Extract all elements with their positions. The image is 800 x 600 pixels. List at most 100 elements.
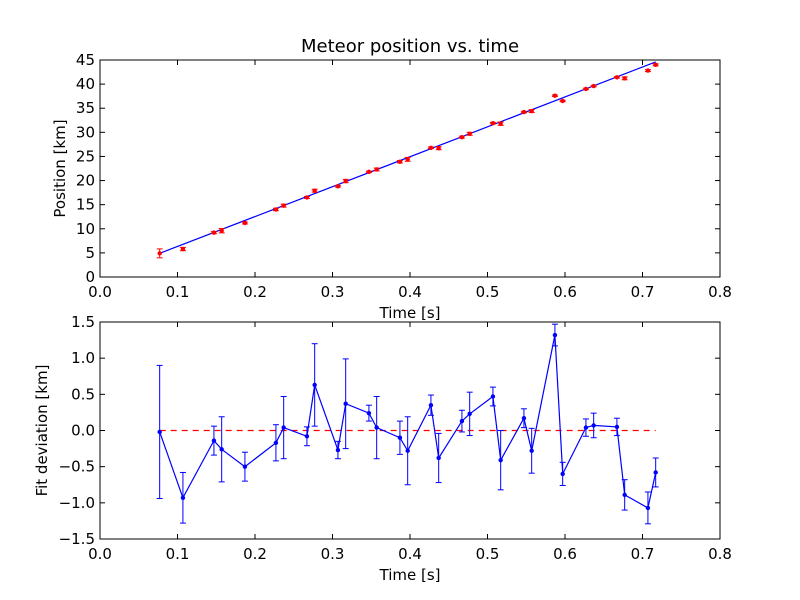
- deviation-plot-y-axis-label: Fit deviation [km]: [33, 365, 51, 497]
- deviation-plot-x-axis-label: Time [s]: [379, 566, 441, 584]
- deviation-plot-ticks: 0.0 0.1 0.2 0.3 0.4 0.5 0.6 0.7 0.8 −1.5 −1.0 −0.5 0…: [59, 313, 732, 563]
- position-plot-x-tick-label: 0.5: [476, 283, 500, 301]
- position-data-point: [312, 188, 317, 193]
- position-plot-y-tick-label: 40: [76, 75, 95, 93]
- deviation-data-point: [428, 402, 434, 408]
- position-plot-y-tick-label: 20: [76, 172, 95, 190]
- position-data-point: [157, 251, 162, 256]
- position-plot-y-tick-label: 25: [76, 147, 95, 165]
- position-plot-x-tick-label: 0.8: [708, 283, 732, 301]
- position-data-point: [343, 178, 348, 184]
- deviation-plot-y-tick-label: 0.0: [71, 422, 95, 440]
- position-data-point: [211, 230, 217, 235]
- position-plot-x-tick-label: 0.0: [88, 283, 112, 301]
- position-plot-y-tick-label: 15: [76, 196, 95, 214]
- position-plot-x-tick-label: 0.7: [631, 283, 655, 301]
- position-plot-y-tick-label: 30: [76, 123, 95, 141]
- deviation-data-point: [436, 455, 441, 461]
- deviation-plot-x-tick-label: 0.5: [476, 545, 500, 563]
- deviation-data-point: [490, 394, 496, 399]
- position-data-point: [583, 86, 589, 92]
- position-data-point: [397, 159, 403, 164]
- position-plot-frame: [99, 59, 721, 278]
- position-plot-data: [156, 61, 659, 259]
- deviation-plot-x-tick-label: 0.2: [243, 545, 267, 563]
- deviation-plot-data: [156, 323, 659, 525]
- deviation-data-point: [552, 332, 558, 338]
- position-data-point: [653, 62, 658, 68]
- position-data-point: [242, 220, 248, 226]
- position-data-point: [459, 134, 465, 140]
- deviation-data-point: [560, 471, 565, 477]
- deviation-plot-x-tick-label: 0.6: [553, 545, 577, 563]
- position-data-point: [180, 246, 186, 252]
- position-plot: Meteor position vs. time 0.0 0.1 0.2 0.3 0.4…: [51, 36, 732, 322]
- position-data-point: [552, 93, 558, 98]
- deviation-plot-y-tick-label: −0.5: [59, 458, 95, 476]
- position-plot-x-tick-label: 0.3: [321, 283, 345, 301]
- position-data-point: [645, 68, 651, 73]
- deviation-data-point: [211, 438, 217, 443]
- position-data-point: [591, 83, 596, 89]
- deviation-data-point: [312, 382, 317, 388]
- deviation-data-point: [405, 448, 410, 453]
- deviation-plot-x-tick-label: 0.8: [708, 545, 732, 563]
- deviation-data-point: [242, 464, 248, 469]
- deviation-data-point: [467, 411, 472, 417]
- deviation-data-point: [281, 425, 286, 430]
- deviation-plot-y-tick-label: 0.5: [71, 385, 95, 403]
- deviation-data-point: [343, 401, 348, 406]
- position-data-point: [529, 108, 534, 114]
- position-data-point: [436, 146, 441, 151]
- deviation-plot-x-tick-label: 0.3: [321, 545, 345, 563]
- deviation-data-point: [583, 425, 589, 430]
- deviation-data-point: [374, 425, 379, 430]
- deviation-plot-y-tick-label: −1.0: [59, 494, 95, 512]
- deviation-data-point: [622, 492, 627, 498]
- deviation-data-point: [397, 435, 403, 440]
- deviation-plot-y-tick-label: 1.5: [71, 313, 95, 331]
- position-plot-x-tick-label: 0.1: [166, 283, 190, 301]
- position-data-point: [273, 207, 279, 212]
- position-plot-y-tick-label: 10: [76, 220, 95, 238]
- position-data-point: [467, 131, 472, 136]
- deviation-data-point: [180, 495, 186, 500]
- deviation-data-point: [614, 424, 620, 430]
- position-plot-x-axis-label: Time [s]: [379, 304, 441, 322]
- deviation-data-point: [219, 447, 224, 452]
- position-plot-x-tick-label: 0.2: [243, 283, 267, 301]
- position-data-point: [281, 203, 286, 208]
- position-data-point: [304, 195, 310, 200]
- deviation-plot: 0.0 0.1 0.2 0.3 0.4 0.5 0.6 0.7 0.8 −1.5 −1.0 −0.5 0…: [33, 313, 732, 584]
- position-data-point: [490, 120, 496, 126]
- deviation-data-point: [273, 440, 279, 445]
- position-data-point: [560, 98, 565, 104]
- position-data-point: [335, 184, 341, 189]
- chart-title: Meteor position vs. time: [301, 36, 519, 57]
- position-data-point: [428, 145, 434, 150]
- position-data-point: [405, 157, 410, 162]
- position-data-point: [374, 167, 379, 172]
- deviation-data-point: [529, 448, 534, 453]
- position-data-point: [614, 75, 620, 80]
- deviation-plot-y-tick-label: 1.0: [71, 349, 95, 367]
- position-plot-y-axis-label: Position [km]: [51, 119, 69, 217]
- deviation-plot-y-tick-label: −1.5: [59, 530, 95, 548]
- deviation-plot-x-tick-label: 0.4: [398, 545, 422, 563]
- position-data-point: [366, 169, 372, 175]
- deviation-data-point: [157, 429, 162, 435]
- position-data-point: [498, 121, 503, 126]
- deviation-data-point: [591, 423, 596, 428]
- position-plot-x-tick-label: 0.4: [398, 283, 422, 301]
- deviation-data-point: [645, 505, 651, 511]
- deviation-plot-x-tick-label: 0.0: [88, 545, 112, 563]
- deviation-data-point: [459, 418, 465, 424]
- position-plot-y-tick-label: 0: [85, 268, 95, 286]
- position-plot-ticks: 0.0 0.1 0.2 0.3 0.4 0.5 0.6 0.7 0.8 0 5 10 15 20 25 30 3…: [76, 51, 732, 301]
- deviation-data-point: [335, 447, 341, 453]
- deviation-data-point: [521, 416, 527, 421]
- position-data-point: [521, 109, 527, 115]
- position-data-point: [622, 76, 627, 81]
- deviation-data-point: [498, 457, 503, 463]
